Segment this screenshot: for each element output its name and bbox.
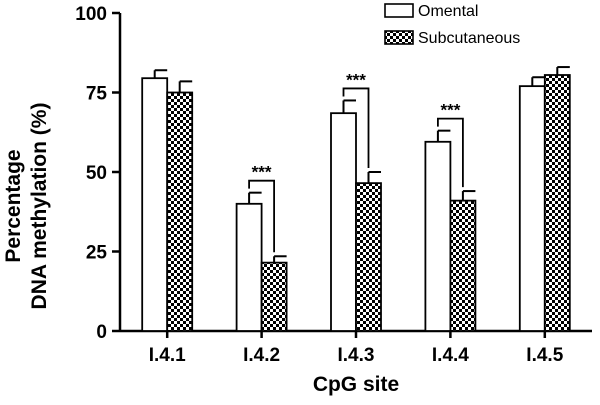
y-tick-label: 25 [86, 243, 108, 264]
legend-swatch-omental [384, 3, 414, 18]
x-axis-title: CpG site [313, 373, 399, 396]
bar-omental [141, 77, 169, 332]
x-tick-label: I.4.5 [526, 345, 563, 366]
x-tick-label: I.4.3 [338, 345, 375, 366]
x-tick-label: I.4.4 [432, 345, 469, 366]
legend-label-subcutaneous: Subcutaneous [418, 30, 520, 47]
significance-label: *** [252, 163, 272, 182]
y-tick-label: 75 [86, 84, 108, 105]
significance-label: *** [440, 101, 460, 120]
bar-omental [424, 140, 452, 332]
bar-omental [518, 85, 546, 332]
legend-swatch-subcutaneous [384, 30, 414, 45]
y-tick-label: 100 [75, 4, 107, 25]
bar-omental [235, 202, 263, 332]
significance-bracket [248, 179, 275, 253]
bar-omental [330, 112, 357, 332]
bar-subcutaneous [355, 182, 382, 332]
bar-subcutaneous [543, 74, 571, 332]
significance-bracket [342, 87, 370, 168]
y-axis-title-line2: DNA methylation (%) [28, 103, 51, 310]
y-tick-label: 0 [96, 322, 107, 343]
legend-label-omental: Omental [418, 3, 478, 20]
significance-label: *** [346, 70, 366, 89]
x-tick-label: I.4.2 [243, 345, 280, 366]
y-axis-title-line1: Percentage [2, 149, 25, 262]
significance-bracket [437, 117, 464, 188]
y-tick-label: 50 [86, 163, 107, 184]
x-tick-label: I.4.1 [149, 345, 186, 366]
bar-subcutaneous [449, 199, 477, 332]
bar-subcutaneous [260, 261, 288, 332]
bar-subcutaneous [166, 91, 194, 332]
